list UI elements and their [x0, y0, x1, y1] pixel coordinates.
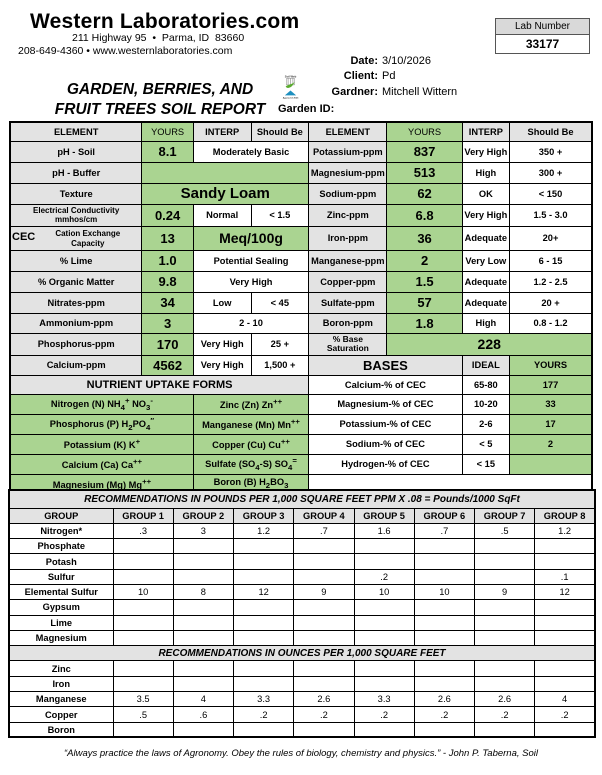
svg-text:Approved 2025: Approved 2025 — [283, 97, 299, 100]
svg-text:Soil Web: Soil Web — [285, 75, 297, 79]
